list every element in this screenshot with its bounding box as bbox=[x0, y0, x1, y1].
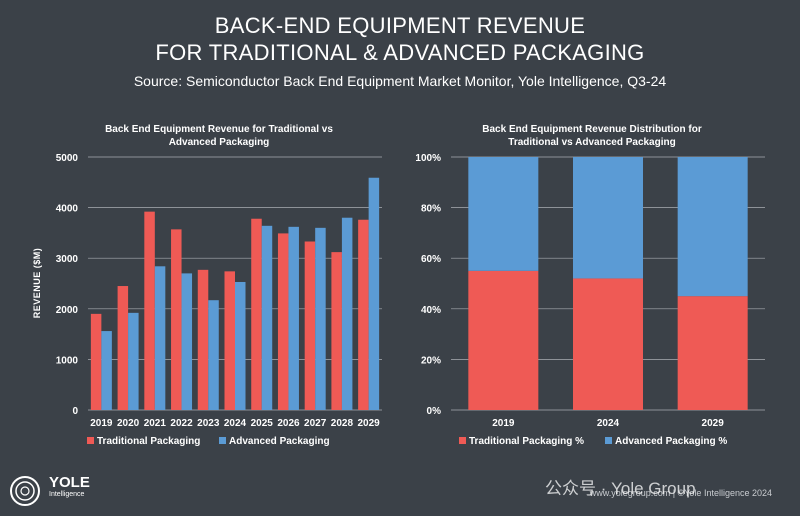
chart2-x-tick-label: 2019 bbox=[492, 418, 515, 429]
chart1-y-tick-label: 2000 bbox=[56, 305, 79, 316]
chart1-bar-advanced-2025 bbox=[261, 225, 273, 410]
chart1-x-tick-label: 2025 bbox=[251, 418, 274, 429]
chart1-bar-traditional-2020 bbox=[117, 286, 129, 410]
chart1-bar-advanced-2019 bbox=[101, 331, 112, 410]
chart2-legend-swatch-traditional bbox=[459, 437, 466, 444]
chart1-bar-advanced-2027 bbox=[315, 227, 326, 410]
source-subtitle: Source: Semiconductor Back End Equipment… bbox=[133, 73, 667, 89]
chart2-title-line1: Back End Equipment Revenue Distribution … bbox=[482, 124, 702, 135]
logo-text: YOLE bbox=[49, 474, 90, 491]
chart2-y-tick-label: 60% bbox=[421, 254, 441, 265]
chart1-bar-advanced-2024 bbox=[235, 281, 246, 410]
chart1-legend-swatch-advanced bbox=[219, 437, 226, 444]
chart1-x-tick-label: 2028 bbox=[331, 418, 354, 429]
chart1-y-axis-label: REVENUE ($M) bbox=[32, 248, 42, 319]
chart1-bar-traditional-2024 bbox=[224, 271, 235, 410]
chart1-legend-label-traditional: Traditional Packaging bbox=[97, 436, 200, 447]
chart1-bar-advanced-2020 bbox=[128, 312, 139, 410]
chart2-bar-traditional-2029 bbox=[677, 296, 748, 410]
chart2-y-tick-label: 80% bbox=[421, 204, 441, 215]
chart2-legend-swatch-advanced bbox=[605, 437, 612, 444]
chart1-title-line1: Back End Equipment Revenue for Tradition… bbox=[105, 124, 333, 135]
chart1-x-tick-label: 2019 bbox=[90, 418, 113, 429]
chart1-bar-advanced-2022 bbox=[181, 273, 193, 410]
chart1-bar-traditional-2027 bbox=[304, 241, 316, 410]
main-title-line2: FOR TRADITIONAL & ADVANCED PACKAGING bbox=[155, 40, 645, 65]
chart2-bar-traditional-2019 bbox=[468, 270, 539, 410]
chart1-y-tick-label: 5000 bbox=[56, 153, 79, 164]
chart2-legend-label-advanced: Advanced Packaging % bbox=[615, 436, 727, 447]
chart2-y-tick-label: 40% bbox=[421, 305, 441, 316]
chart1-bar-advanced-2021 bbox=[154, 266, 166, 410]
chart1-y-tick-label: 0 bbox=[72, 406, 78, 417]
chart1-bar-traditional-2025 bbox=[251, 218, 262, 410]
chart1-title-line2: Advanced Packaging bbox=[169, 137, 270, 148]
chart1-y-tick-label: 4000 bbox=[56, 204, 79, 215]
chart1-x-tick-label: 2026 bbox=[277, 418, 300, 429]
chart2-y-tick-label: 20% bbox=[421, 355, 441, 366]
chart1-bar-traditional-2026 bbox=[277, 233, 289, 410]
chart1-x-tick-label: 2021 bbox=[144, 418, 167, 429]
chart1-legend-label-advanced: Advanced Packaging bbox=[229, 436, 330, 447]
yole-logo-icon bbox=[10, 476, 40, 506]
chart2-legend-label-traditional: Traditional Packaging % bbox=[469, 436, 584, 447]
chart2-bar-traditional-2024 bbox=[573, 278, 643, 410]
chart1-bar-traditional-2019 bbox=[90, 313, 102, 410]
chart1-y-tick-label: 3000 bbox=[56, 254, 79, 265]
chart1-x-tick-label: 2027 bbox=[304, 418, 327, 429]
chart2-bar-advanced-2029 bbox=[677, 157, 748, 297]
chart1-x-tick-label: 2022 bbox=[170, 418, 193, 429]
chart1-bar-advanced-2023 bbox=[208, 300, 219, 410]
chart1-bar-traditional-2022 bbox=[171, 229, 182, 410]
logo-subtext: Intelligence bbox=[49, 491, 85, 498]
watermark-text: 公众号 · Yole Group bbox=[545, 479, 696, 498]
chart1-bar-advanced-2029 bbox=[368, 177, 380, 410]
chart2-x-tick-label: 2024 bbox=[597, 418, 620, 429]
chart1-bar-traditional-2021 bbox=[144, 211, 155, 410]
chart1-y-tick-label: 1000 bbox=[56, 355, 79, 366]
chart1-x-tick-label: 2024 bbox=[224, 418, 247, 429]
chart1-bar-traditional-2028 bbox=[331, 252, 342, 410]
chart1-legend-swatch-traditional bbox=[87, 437, 94, 444]
chart2-bar-advanced-2024 bbox=[573, 157, 643, 279]
main-title-line1: BACK-END EQUIPMENT REVENUE bbox=[214, 13, 586, 38]
chart2-y-tick-label: 0% bbox=[427, 406, 442, 417]
chart2-x-tick-label: 2029 bbox=[702, 418, 725, 429]
footer-credit: www.yolegroup.com | ©Yole Intelligence 2… bbox=[589, 488, 772, 498]
chart2-y-tick-label: 100% bbox=[415, 153, 441, 164]
chart1-bar-advanced-2028 bbox=[341, 217, 353, 410]
chart2-title-line2: Traditional vs Advanced Packaging bbox=[508, 137, 675, 148]
chart2-bar-advanced-2019 bbox=[468, 157, 539, 271]
chart1-x-tick-label: 2029 bbox=[358, 418, 381, 429]
chart1-x-tick-label: 2023 bbox=[197, 418, 220, 429]
chart1-bar-traditional-2029 bbox=[358, 219, 369, 410]
chart1-bar-advanced-2026 bbox=[288, 226, 299, 410]
chart1-bar-traditional-2023 bbox=[197, 269, 209, 410]
chart1-x-tick-label: 2020 bbox=[117, 418, 140, 429]
